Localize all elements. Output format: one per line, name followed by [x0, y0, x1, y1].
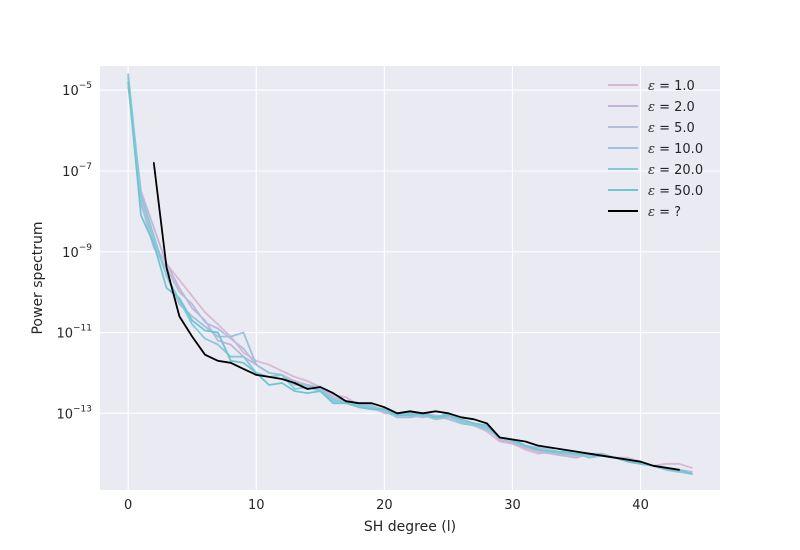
y-tick-label: 10−11	[56, 324, 92, 342]
x-tick-label: 10	[248, 498, 265, 513]
x-tick-label: 20	[376, 498, 393, 513]
legend-label: ε = 50.0	[648, 184, 703, 199]
x-axis-label: SH degree (l)	[364, 519, 456, 535]
legend-label: ε = ?	[648, 205, 681, 220]
y-tick-labels: 10−13 10−11 10−9 10−7 10−5	[56, 81, 92, 422]
y-tick-label: 10−5	[62, 81, 92, 99]
legend: ε = 1.0 ε = 2.0 ε = 5.0 ε = 10.0 ε = 20.0 ε =…	[608, 79, 703, 220]
legend-label: ε = 20.0	[648, 163, 703, 178]
y-tick-label: 10−7	[62, 162, 92, 180]
x-tick-label: 0	[124, 498, 132, 513]
x-tick-label: 40	[632, 498, 649, 513]
y-axis-label: Power spectrum	[30, 221, 46, 334]
plot-area	[100, 66, 720, 490]
legend-label: ε = 10.0	[648, 142, 703, 157]
series-lines	[127, 73, 693, 475]
x-tick-labels: 0 10 20 30 40	[124, 498, 649, 513]
legend-label: ε = 2.0	[648, 100, 695, 115]
x-tick-label: 30	[504, 498, 521, 513]
series-line	[152, 161, 680, 471]
legend-label: ε = 1.0	[648, 79, 695, 94]
legend-label: ε = 5.0	[648, 121, 695, 136]
y-tick-label: 10−13	[56, 404, 92, 422]
series-line	[127, 75, 693, 475]
y-tick-label: 10−9	[62, 243, 92, 261]
